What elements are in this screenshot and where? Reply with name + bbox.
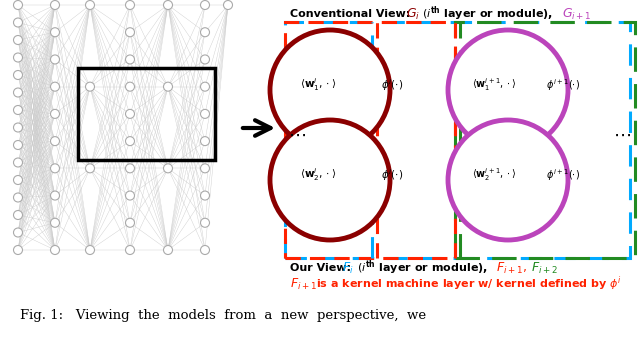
Text: is a kernel machine layer w/ kernel defined by $\phi^i$: is a kernel machine layer w/ kernel defi… bbox=[316, 275, 622, 293]
Bar bbox=[455, 22, 635, 258]
Text: $\phi^{i+1}(\cdot)$: $\phi^{i+1}(\cdot)$ bbox=[546, 77, 580, 93]
Text: $\cdots$: $\cdots$ bbox=[613, 126, 631, 144]
Circle shape bbox=[13, 193, 22, 202]
Bar bbox=[78, 68, 215, 160]
Text: $(i^{\mathbf{th}}$ layer or module),: $(i^{\mathbf{th}}$ layer or module), bbox=[422, 5, 553, 23]
Circle shape bbox=[51, 191, 60, 200]
Circle shape bbox=[200, 109, 209, 118]
Circle shape bbox=[13, 176, 22, 184]
Text: $\langle\mathbf{w}_1^{i+1},\cdot\rangle$: $\langle\mathbf{w}_1^{i+1},\cdot\rangle$ bbox=[472, 77, 516, 93]
Circle shape bbox=[125, 245, 134, 254]
Circle shape bbox=[13, 245, 22, 254]
Circle shape bbox=[13, 70, 22, 80]
Text: Conventional View:: Conventional View: bbox=[290, 9, 414, 19]
Circle shape bbox=[200, 245, 209, 254]
Text: $F_{i+1}$,: $F_{i+1}$, bbox=[496, 260, 527, 276]
Text: $\langle\mathbf{w}_2^{i+1},\cdot\rangle$: $\langle\mathbf{w}_2^{i+1},\cdot\rangle$ bbox=[472, 166, 516, 183]
Circle shape bbox=[51, 28, 60, 37]
Circle shape bbox=[163, 164, 173, 173]
Circle shape bbox=[51, 82, 60, 91]
Circle shape bbox=[13, 0, 22, 10]
Circle shape bbox=[86, 0, 95, 10]
Text: $F_{i+2}$: $F_{i+2}$ bbox=[531, 260, 558, 276]
Circle shape bbox=[86, 164, 95, 173]
Circle shape bbox=[200, 191, 209, 200]
Circle shape bbox=[13, 123, 22, 132]
Circle shape bbox=[125, 0, 134, 10]
Circle shape bbox=[125, 191, 134, 200]
Circle shape bbox=[163, 82, 173, 91]
Circle shape bbox=[125, 28, 134, 37]
Text: $(i^{\mathbf{th}}$ layer or module),: $(i^{\mathbf{th}}$ layer or module), bbox=[357, 259, 488, 277]
Circle shape bbox=[51, 137, 60, 146]
Circle shape bbox=[125, 137, 134, 146]
Circle shape bbox=[51, 109, 60, 118]
Circle shape bbox=[13, 210, 22, 220]
Text: $\langle\mathbf{w}_2^i,\cdot\rangle$: $\langle\mathbf{w}_2^i,\cdot\rangle$ bbox=[300, 166, 336, 183]
Circle shape bbox=[200, 164, 209, 173]
Ellipse shape bbox=[448, 30, 568, 150]
Circle shape bbox=[163, 245, 173, 254]
Circle shape bbox=[125, 109, 134, 118]
Circle shape bbox=[51, 0, 60, 10]
Circle shape bbox=[125, 55, 134, 64]
Text: $F_i$: $F_i$ bbox=[342, 260, 353, 276]
Text: Fig. 1:   Viewing  the  models  from  a  new  perspective,  we: Fig. 1: Viewing the models from a new pe… bbox=[20, 309, 426, 322]
Text: Our View:: Our View: bbox=[290, 263, 355, 273]
Circle shape bbox=[51, 218, 60, 227]
Circle shape bbox=[163, 0, 173, 10]
Circle shape bbox=[51, 55, 60, 64]
Text: $\langle\mathbf{w}_1^i,\cdot\rangle$: $\langle\mathbf{w}_1^i,\cdot\rangle$ bbox=[300, 77, 336, 93]
Circle shape bbox=[13, 158, 22, 167]
Text: $\cdots$: $\cdots$ bbox=[288, 126, 306, 144]
Circle shape bbox=[13, 106, 22, 114]
Text: $G_{i+1}$: $G_{i+1}$ bbox=[562, 6, 591, 21]
Circle shape bbox=[86, 245, 95, 254]
Circle shape bbox=[13, 18, 22, 27]
Circle shape bbox=[223, 0, 232, 10]
Text: $F_{i+1}$: $F_{i+1}$ bbox=[290, 276, 317, 291]
Circle shape bbox=[125, 164, 134, 173]
Circle shape bbox=[13, 53, 22, 62]
Circle shape bbox=[51, 245, 60, 254]
Circle shape bbox=[200, 218, 209, 227]
Circle shape bbox=[200, 137, 209, 146]
Ellipse shape bbox=[270, 30, 390, 150]
Ellipse shape bbox=[270, 120, 390, 240]
Circle shape bbox=[86, 82, 95, 91]
Circle shape bbox=[13, 228, 22, 237]
Circle shape bbox=[200, 28, 209, 37]
Text: $\phi^{i+1}(\cdot)$: $\phi^{i+1}(\cdot)$ bbox=[546, 167, 580, 183]
Circle shape bbox=[200, 82, 209, 91]
Bar bbox=[285, 22, 455, 258]
Circle shape bbox=[200, 0, 209, 10]
Circle shape bbox=[13, 88, 22, 97]
Circle shape bbox=[51, 164, 60, 173]
Bar bbox=[285, 22, 630, 258]
Text: $\phi^i(\cdot)$: $\phi^i(\cdot)$ bbox=[381, 167, 403, 183]
Text: $G_i$: $G_i$ bbox=[406, 6, 420, 21]
Circle shape bbox=[125, 82, 134, 91]
Circle shape bbox=[13, 36, 22, 44]
Ellipse shape bbox=[448, 120, 568, 240]
Circle shape bbox=[125, 218, 134, 227]
Text: $\phi^i(\cdot)$: $\phi^i(\cdot)$ bbox=[381, 77, 403, 93]
Circle shape bbox=[13, 140, 22, 150]
Circle shape bbox=[200, 55, 209, 64]
